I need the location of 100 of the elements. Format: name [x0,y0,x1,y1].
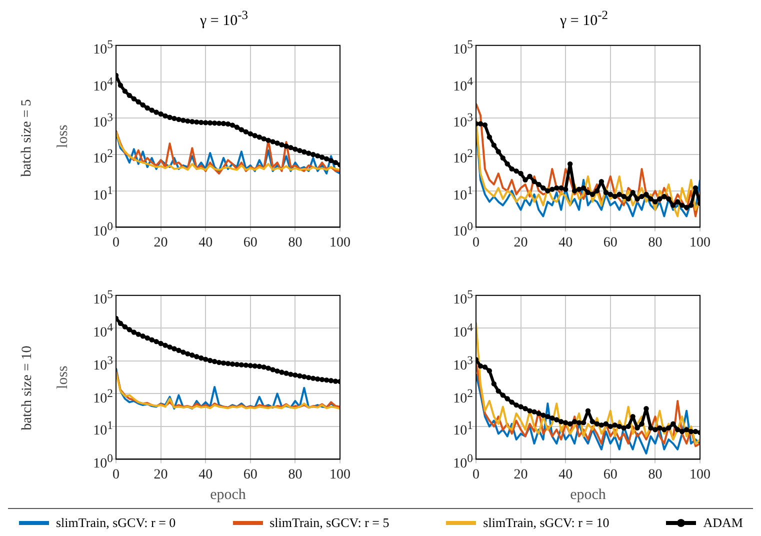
point [154,110,159,115]
y-tick-label: 10$^{0}$ [453,451,473,474]
point [122,324,128,330]
point [162,342,168,348]
point [180,118,186,123]
chart-title: γ = 10$^{-3}$ [200,8,248,29]
point [626,196,631,202]
y-tick-label: 10$^{2}$ [93,146,113,170]
point [319,154,325,160]
point [154,338,159,344]
legend-label: slimTrain, sGCV: r = 5 [270,515,390,531]
point [172,346,177,352]
point [644,192,649,197]
text: batch size = 5 [20,99,36,177]
point [550,186,555,192]
point [270,139,276,144]
y-tick-label: 10$^{0}$ [93,451,113,474]
point [306,150,312,156]
y-tick-label: 10$^{2}$ [93,386,113,408]
point [238,127,244,132]
y-axis-title: loss [54,124,71,148]
point [567,421,573,426]
point [234,124,240,130]
point [514,402,519,408]
y-axis-title: loss [54,365,71,389]
point [536,410,542,416]
point [284,144,289,149]
x-tick-label: 100 [690,235,710,250]
point [612,422,618,428]
point [190,352,195,358]
point [158,111,164,117]
point [319,376,325,382]
point [478,121,484,126]
point [518,170,524,176]
point [491,381,497,386]
point [572,188,578,194]
point [243,129,249,134]
point [220,120,226,126]
point [545,414,550,420]
x-tick-label: 100 [690,467,710,482]
point [500,392,506,398]
y-tick-label: 10$^{4}$ [93,74,113,96]
point [131,96,137,102]
point [167,114,172,120]
point [230,122,236,128]
point [144,105,150,111]
point [216,360,222,366]
point [630,190,636,196]
point [185,351,190,356]
x-tick-label: 60 [243,467,258,482]
x-axis-title: epoch [570,486,606,503]
point [576,420,582,426]
point [598,422,604,428]
point [657,196,662,202]
y-tick-label: 10$^{5}$ [453,287,473,310]
point [261,136,266,142]
point [270,367,276,372]
point [328,378,334,384]
x-tick-label: 0 [472,235,480,250]
point [675,427,680,432]
point [594,421,600,426]
point [176,116,182,122]
point [540,412,546,418]
x-tick-label: 40 [558,467,573,482]
x-tick-label: 100 [330,235,350,250]
point [256,134,262,140]
point [332,160,338,166]
point [634,196,640,202]
point [616,192,622,197]
point [149,337,154,342]
x-tick-label: 20 [514,467,528,482]
y-tick-label: 10$^{4}$ [453,74,473,96]
point [122,88,128,94]
x-tick-label: 80 [648,467,662,482]
point [302,149,307,154]
point [554,185,560,191]
point [666,196,672,202]
point [297,373,302,378]
point [563,186,568,192]
point [288,372,294,377]
point [482,364,488,370]
point [666,425,672,431]
x-tick-label: 60 [603,467,618,482]
point [482,122,488,128]
point [648,425,654,431]
point [621,194,626,200]
point [315,376,320,382]
point [310,152,316,158]
y-tick-label: 10$^{5}$ [93,287,113,310]
point [504,161,510,167]
point [315,153,320,158]
x-tick-label: 100 [330,467,350,482]
point [176,348,182,353]
point [310,376,316,381]
x-tick-label: 0 [112,467,120,482]
point [207,358,213,364]
point [563,420,568,426]
point [328,158,334,164]
point [284,370,289,376]
y-tick-label: 10$^{3}$ [453,110,473,133]
